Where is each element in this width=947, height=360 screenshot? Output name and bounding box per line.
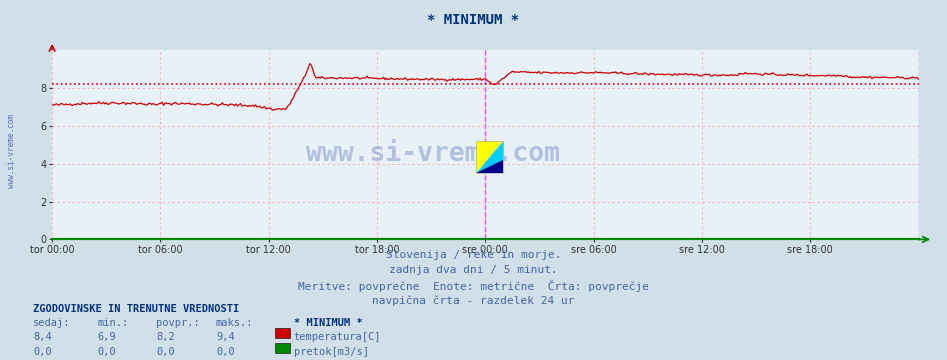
Text: * MINIMUM *: * MINIMUM * (294, 318, 363, 328)
Text: navpična črta - razdelek 24 ur: navpična črta - razdelek 24 ur (372, 296, 575, 306)
Text: povpr.:: povpr.: (156, 318, 200, 328)
Text: 0,0: 0,0 (216, 347, 235, 357)
Text: 0,0: 0,0 (98, 347, 116, 357)
Text: 0,0: 0,0 (156, 347, 175, 357)
Text: * MINIMUM *: * MINIMUM * (427, 13, 520, 27)
Text: 8,4: 8,4 (33, 332, 52, 342)
Text: 9,4: 9,4 (216, 332, 235, 342)
Text: www.si-vreme.com: www.si-vreme.com (306, 141, 561, 167)
Text: Slovenija / reke in morje.: Slovenija / reke in morje. (385, 250, 562, 260)
Text: 8,2: 8,2 (156, 332, 175, 342)
Polygon shape (476, 161, 504, 173)
Text: zadnja dva dni / 5 minut.: zadnja dva dni / 5 minut. (389, 265, 558, 275)
Text: ZGODOVINSKE IN TRENUTNE VREDNOSTI: ZGODOVINSKE IN TRENUTNE VREDNOSTI (33, 304, 240, 314)
Polygon shape (476, 141, 504, 173)
Text: Meritve: povprečne  Enote: metrične  Črta: povprečje: Meritve: povprečne Enote: metrične Črta:… (298, 280, 649, 292)
Text: min.:: min.: (98, 318, 129, 328)
Text: maks.:: maks.: (216, 318, 254, 328)
Polygon shape (476, 141, 504, 173)
Bar (476, 141, 504, 173)
Text: www.si-vreme.com: www.si-vreme.com (7, 114, 16, 188)
Text: sedaj:: sedaj: (33, 318, 71, 328)
Text: pretok[m3/s]: pretok[m3/s] (294, 347, 368, 357)
Text: 0,0: 0,0 (33, 347, 52, 357)
Text: temperatura[C]: temperatura[C] (294, 332, 381, 342)
Text: 6,9: 6,9 (98, 332, 116, 342)
